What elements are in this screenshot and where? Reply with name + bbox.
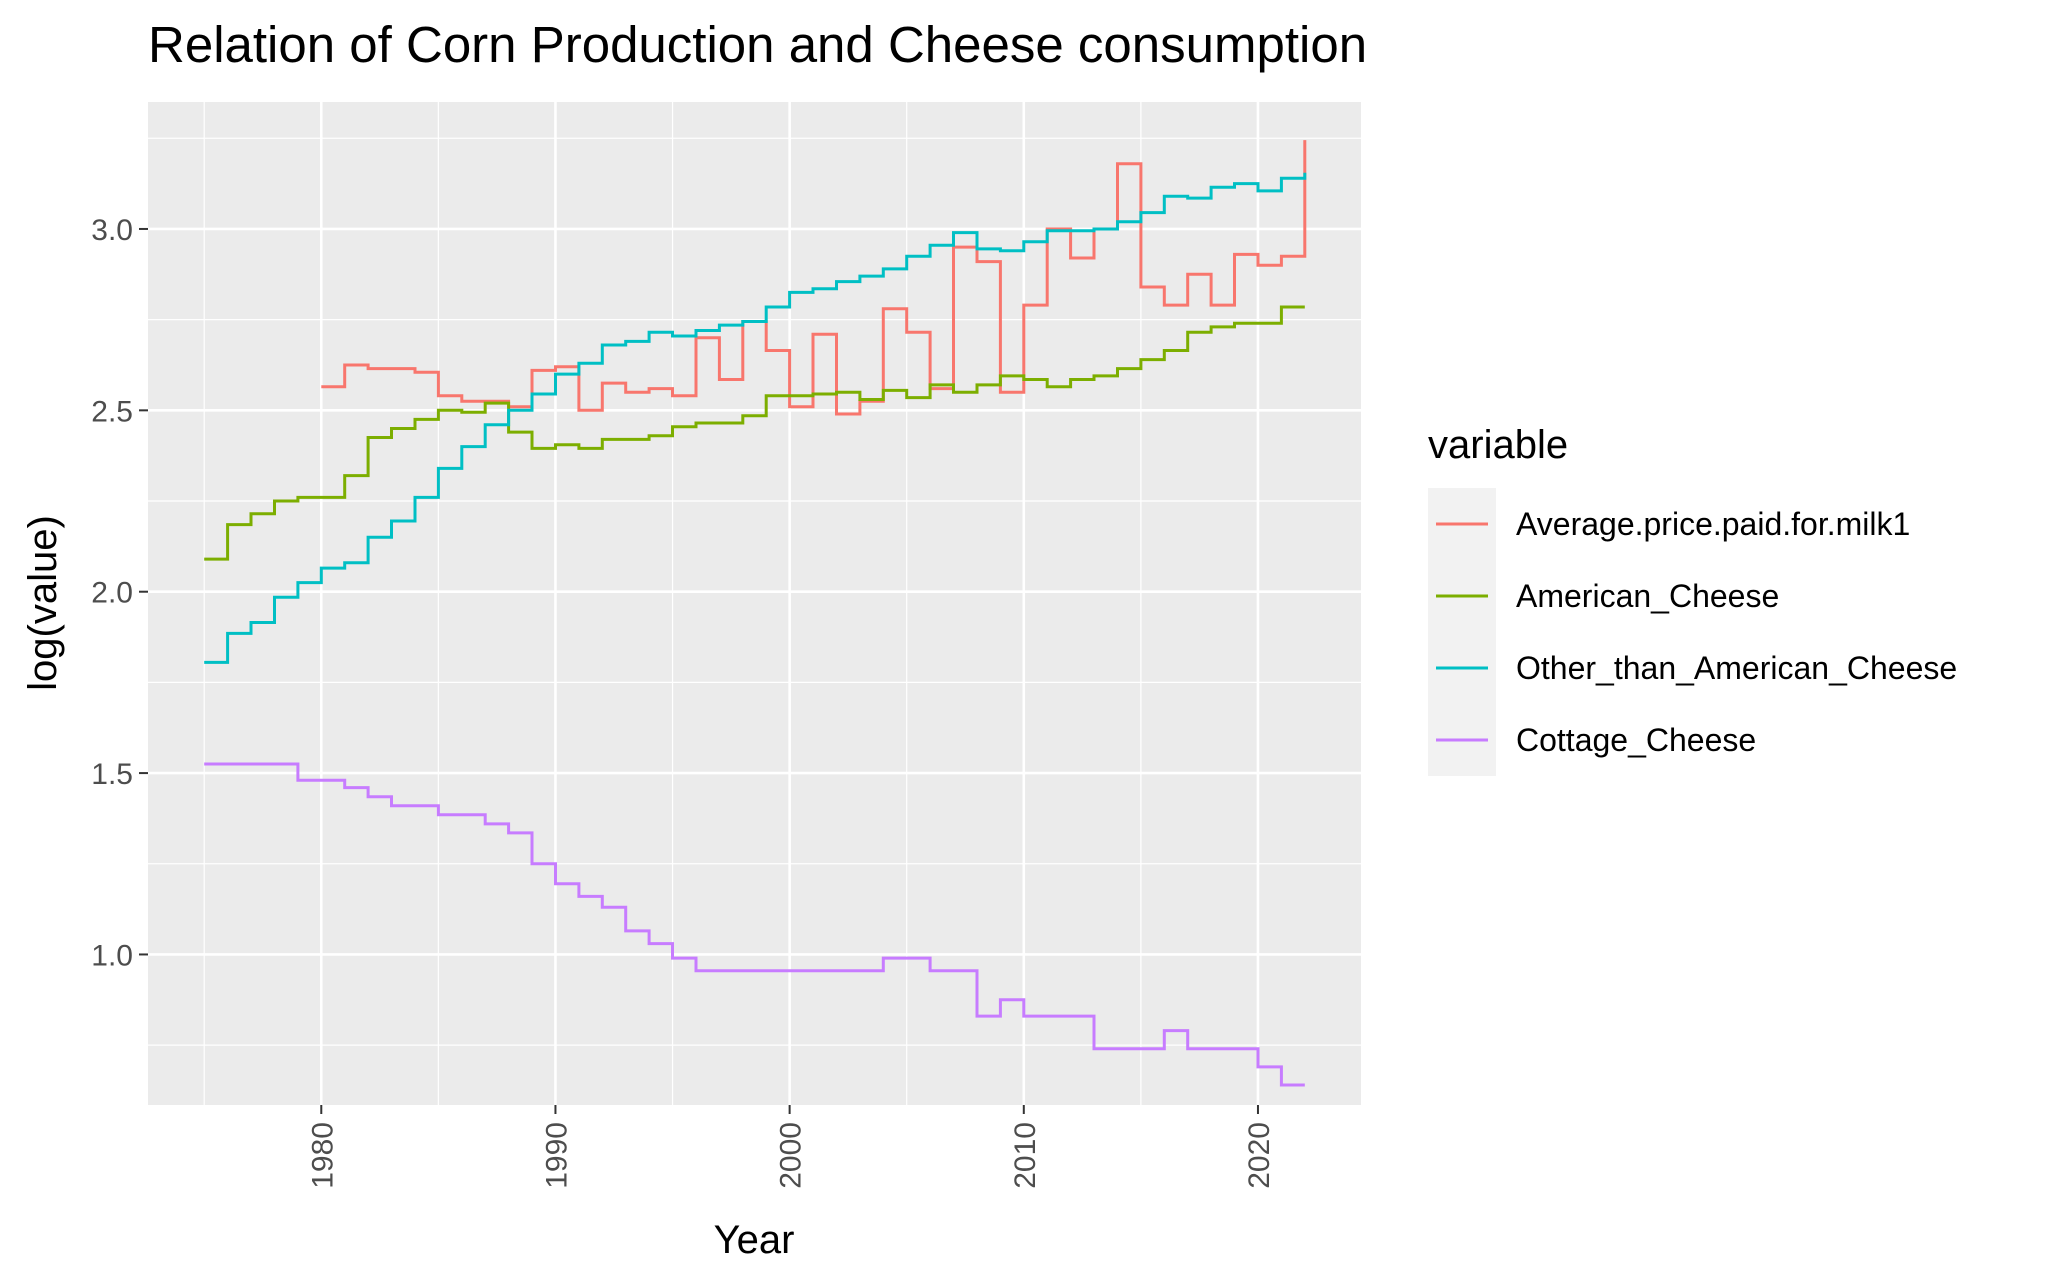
grid-minor	[148, 102, 1361, 1105]
y-tick-label: 1.5	[91, 758, 133, 791]
y-axis: 1.0 1.5 2.0 2.5 3.0	[91, 214, 148, 972]
y-tick-label: 1.0	[91, 939, 133, 972]
legend-item-label: American_Cheese	[1516, 578, 1779, 614]
chart-title: Relation of Corn Production and Cheese c…	[148, 16, 1367, 73]
series-line-2	[204, 305, 1305, 561]
x-tick-label: 1990	[540, 1122, 573, 1189]
grid-major	[148, 102, 1361, 1105]
legend-items: Average.price.paid.for.milk1 American_Che…	[1428, 488, 1957, 776]
x-tick-label: 2010	[1009, 1122, 1042, 1189]
y-tick-label: 2.5	[91, 395, 133, 428]
series-line-4	[204, 762, 1305, 1087]
series-line-3	[204, 172, 1307, 664]
x-tick-label: 2000	[775, 1122, 808, 1189]
legend-item-label: Cottage_Cheese	[1516, 722, 1756, 758]
x-axis: 1980 1990 2000 2010 2020	[306, 1105, 1276, 1189]
series-layer	[204, 140, 1307, 1087]
x-tick-label: 1980	[306, 1122, 339, 1189]
y-axis-title: log(value)	[21, 515, 65, 691]
y-tick-label: 2.0	[91, 577, 133, 610]
legend-key-background	[1428, 488, 1496, 776]
legend-item-label: Average.price.paid.for.milk1	[1516, 506, 1910, 542]
plot-panel	[148, 102, 1361, 1105]
legend-title: variable	[1428, 423, 1568, 467]
legend-item-label: Other_than_American_Cheese	[1516, 650, 1957, 686]
legend: variable Average.price.paid.for.milk1 Ame…	[1428, 423, 1957, 776]
x-tick-label: 2020	[1243, 1122, 1276, 1189]
y-tick-label: 3.0	[91, 214, 133, 247]
x-axis-title: Year	[714, 1218, 795, 1262]
